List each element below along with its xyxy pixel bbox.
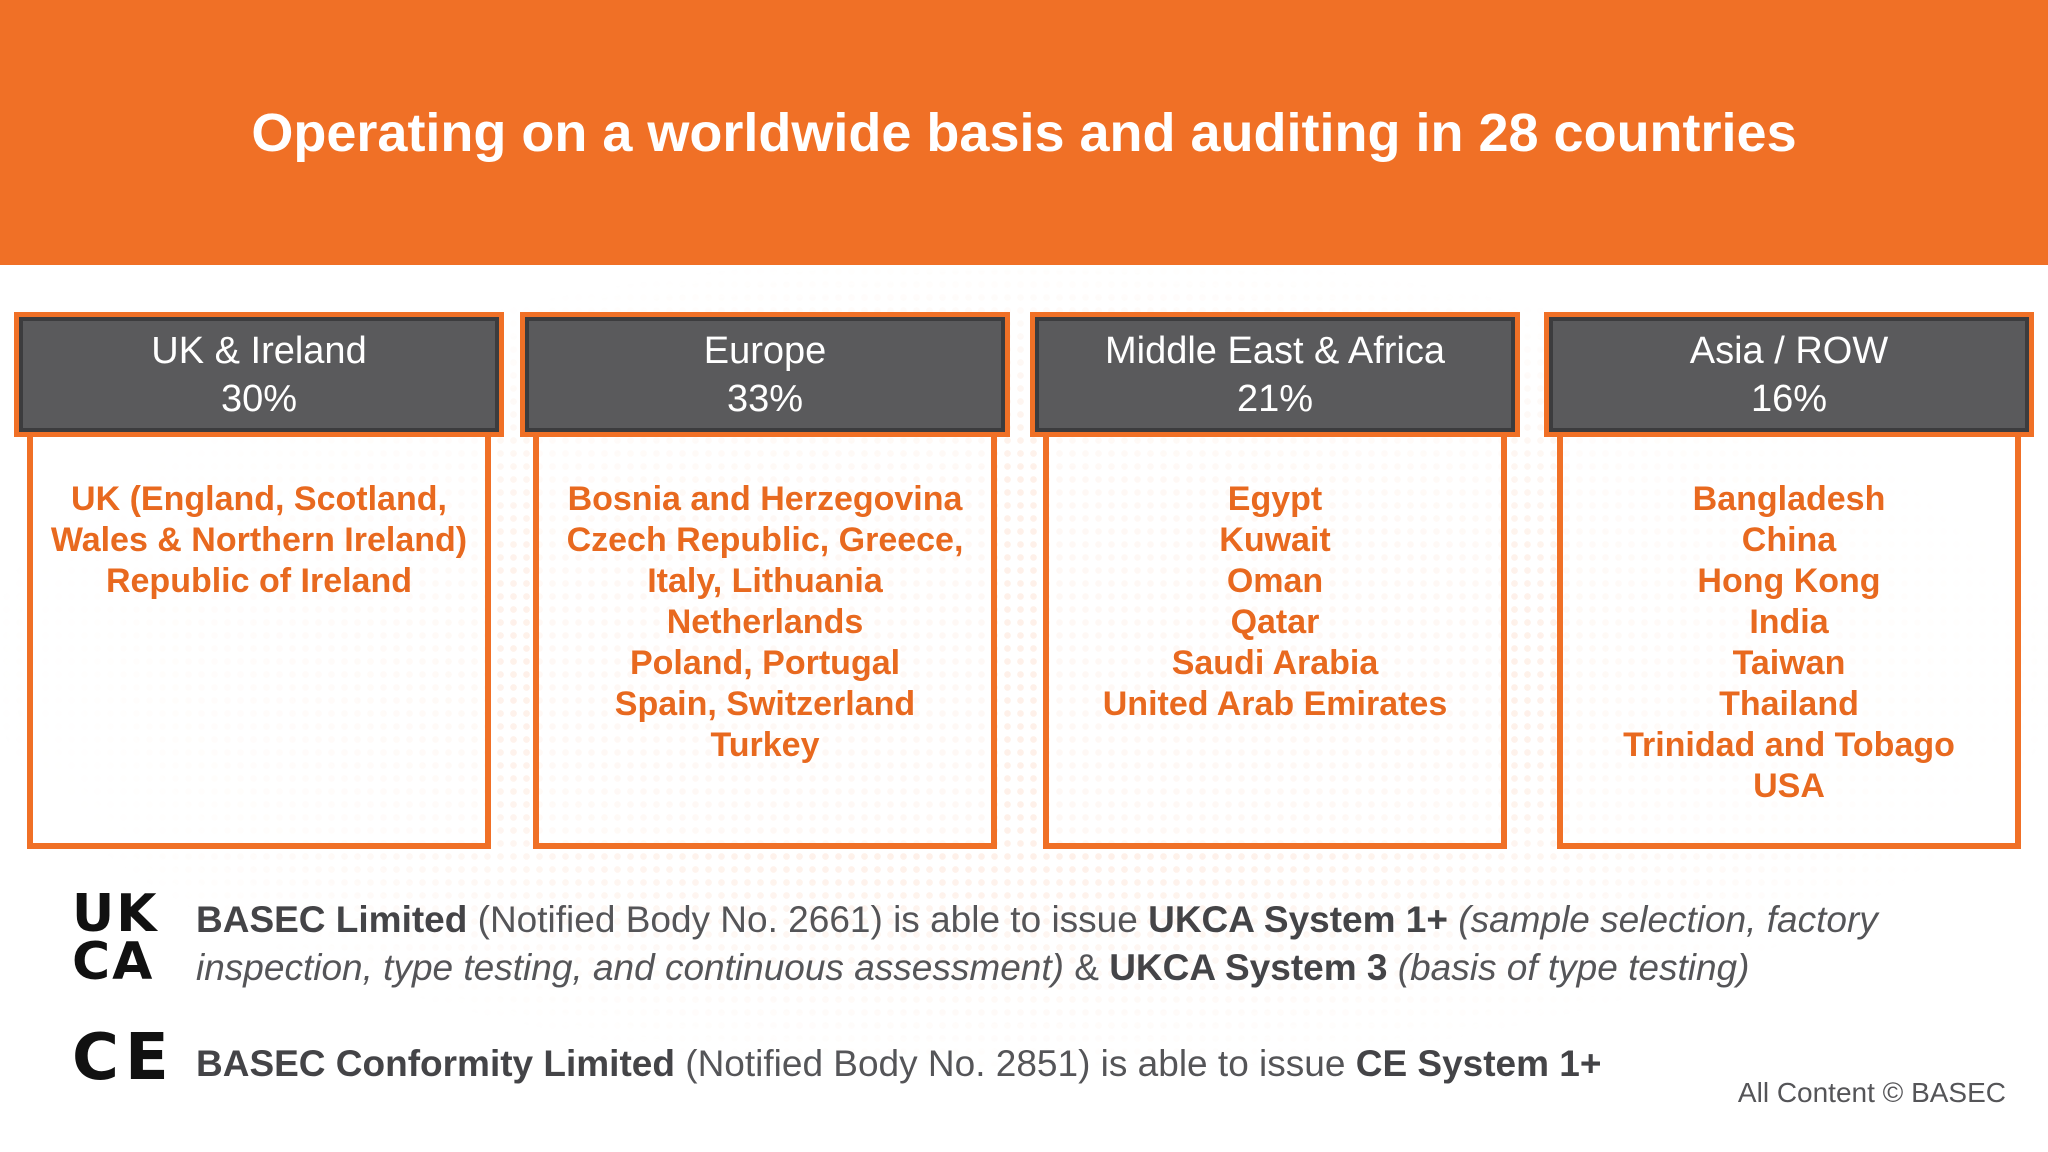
ukca-system1: UKCA System 1+	[1148, 899, 1448, 940]
ce-entity: BASEC Conformity Limited	[196, 1043, 675, 1084]
region-percent: 21%	[1236, 377, 1314, 420]
region-middle-east-africa: Middle East & Africa 21% Egypt Kuwait Om…	[1030, 312, 1520, 849]
region-country-list: UK (England, Scotland, Wales & Northern …	[27, 437, 491, 849]
region-asia-row: Asia / ROW 16% Bangladesh China Hong Kon…	[1544, 312, 2034, 849]
region-name: Middle East & Africa	[1104, 329, 1446, 372]
title-banner: Operating on a worldwide basis and audit…	[0, 0, 2048, 265]
country-item: USA	[1753, 767, 1825, 805]
ce-statement: BASEC Conformity Limited (Notified Body …	[196, 1043, 1602, 1084]
country-item: Thailand	[1719, 685, 1859, 723]
ce-certification: CE BASEC Conformity Limited (Notified Bo…	[72, 1026, 2026, 1090]
country-item: China	[1741, 521, 1837, 559]
region-header: Europe 33%	[520, 312, 1010, 437]
country-item: Republic of Ireland	[105, 562, 413, 600]
region-uk-ireland: UK & Ireland 30% UK (England, Scotland, …	[14, 312, 504, 849]
region-name: Asia / ROW	[1689, 329, 1889, 372]
ukca-statement: BASEC Limited (Notified Body No. 2661) i…	[196, 899, 1878, 988]
region-country-list: Egypt Kuwait Oman Qatar Saudi Arabia Uni…	[1043, 437, 1507, 849]
region-header: UK & Ireland 30%	[14, 312, 504, 437]
ukca-entity: BASEC Limited	[196, 899, 468, 940]
country-item: Qatar	[1230, 603, 1320, 641]
region-name: Europe	[703, 329, 827, 372]
country-item: Netherlands	[666, 603, 864, 641]
country-item: Oman	[1226, 562, 1324, 600]
region-header: Middle East & Africa 21%	[1030, 312, 1520, 437]
country-item: Trinidad and Tobago	[1623, 726, 1955, 764]
region-name: UK & Ireland	[151, 329, 367, 372]
country-item: India	[1749, 603, 1829, 641]
ce-mark-icon: CE	[72, 1021, 175, 1095]
region-percent: 16%	[1750, 377, 1828, 420]
ukca-mark-icon: UK CA	[72, 884, 159, 992]
country-item: UK (England, Scotland,	[71, 480, 447, 518]
country-item: Bangladesh	[1692, 480, 1886, 518]
country-item: Italy, Lithuania	[647, 562, 883, 600]
page-title: Operating on a worldwide basis and audit…	[251, 102, 1797, 163]
copyright-note: All Content © BASEC	[1737, 1077, 2006, 1108]
country-item: Saudi Arabia	[1171, 644, 1379, 682]
region-country-list: Bosnia and Herzegovina Czech Republic, G…	[533, 437, 997, 849]
region-header: Asia / ROW 16%	[1544, 312, 2034, 437]
region-percent: 33%	[726, 377, 804, 420]
country-item: Turkey	[710, 726, 820, 764]
region-europe: Europe 33% Bosnia and Herzegovina Czech …	[520, 312, 1010, 849]
ukca-certification: UK CA BASEC Limited (Notified Body No. 2…	[72, 888, 2026, 992]
ukca-system3: UKCA System 3	[1109, 947, 1388, 988]
country-item: Egypt	[1227, 480, 1323, 518]
country-item: United Arab Emirates	[1102, 685, 1448, 723]
country-item: Kuwait	[1219, 521, 1331, 559]
country-item: Spain, Switzerland	[614, 685, 916, 723]
country-item: Hong Kong	[1697, 562, 1881, 600]
country-item: Bosnia and Herzegovina	[567, 480, 963, 518]
country-item: Poland, Portugal	[629, 644, 901, 682]
ce-system: CE System 1+	[1355, 1043, 1602, 1084]
country-item: Taiwan	[1732, 644, 1846, 682]
country-item: Czech Republic, Greece,	[566, 521, 964, 559]
region-country-list: Bangladesh China Hong Kong India Taiwan …	[1557, 437, 2021, 849]
country-item: Wales & Northern Ireland)	[50, 521, 468, 559]
region-percent: 30%	[220, 377, 298, 420]
